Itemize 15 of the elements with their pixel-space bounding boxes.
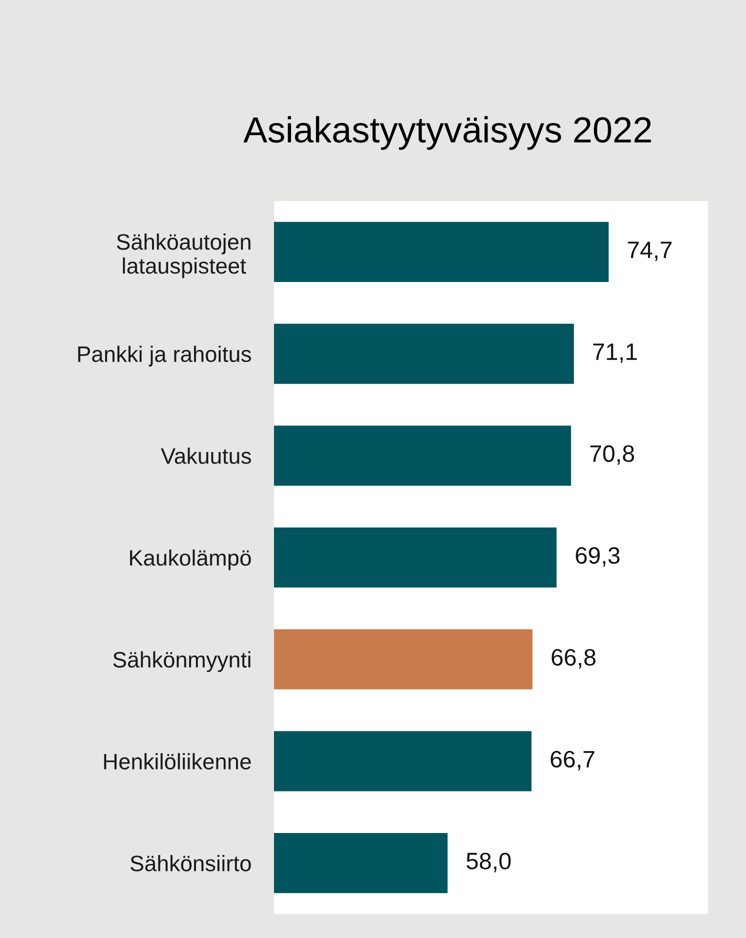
data-label: 71,1 <box>593 344 637 363</box>
y-tick-label: Henkilöliikenne <box>104 753 251 770</box>
data-label: 58,0 <box>466 852 511 872</box>
data-label: 70,8 <box>590 445 634 465</box>
y-tick-label: Sähkönmyynti <box>113 651 250 672</box>
data-label: 66,7 <box>550 750 594 770</box>
y-tick-label: Sähkönsiirto <box>130 855 251 872</box>
y-tick-label: Sähköautojen latauspisteet <box>116 234 250 278</box>
y-tick-label: Kaukolämpö <box>130 549 251 570</box>
y-tick-label: Pankki ja rahoitus <box>78 346 251 366</box>
data-label: 74,7 <box>628 242 672 262</box>
data-label: 69,3 <box>576 547 620 567</box>
y-tick-label: Vakuutus <box>160 448 251 464</box>
data-label: 66,8 <box>552 648 596 668</box>
chart-title: Asiakastyytyväisyys 2022 <box>243 116 651 150</box>
